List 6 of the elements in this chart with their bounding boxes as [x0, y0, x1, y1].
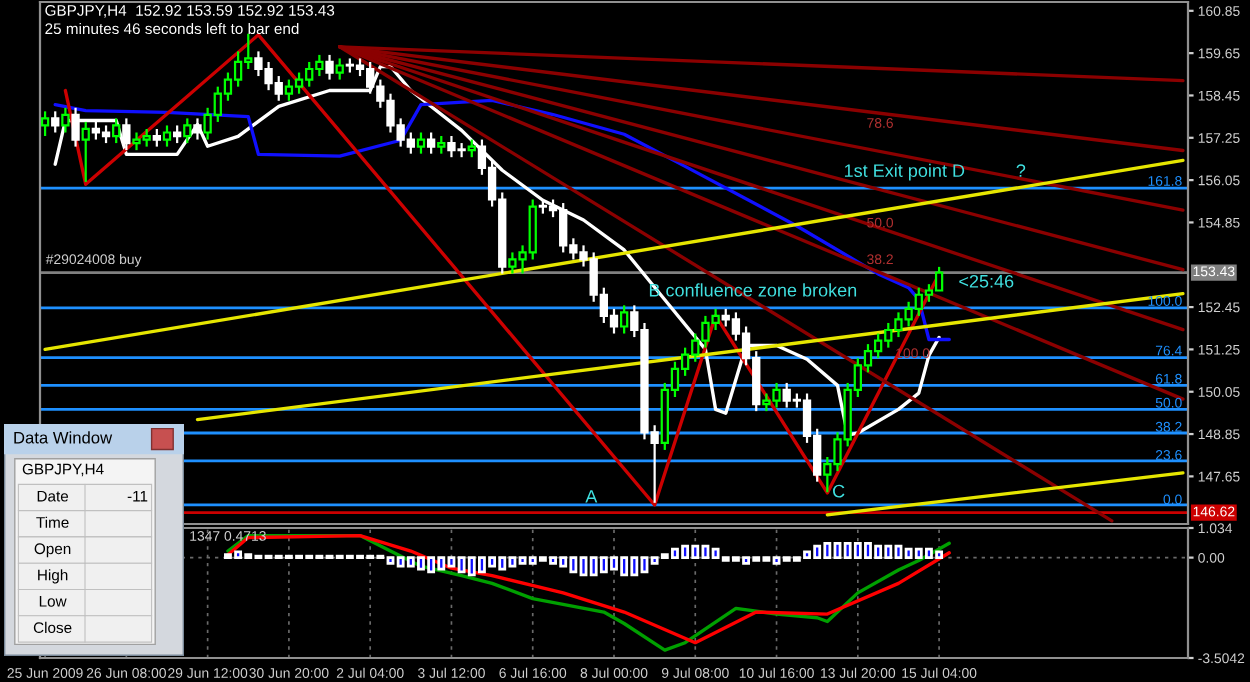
- annotation: <25:46: [959, 274, 1014, 288]
- text: Data Window: [14, 431, 113, 444]
- annotation: A: [585, 490, 598, 503]
- annotation: C: [833, 484, 845, 498]
- annotation: ?: [1016, 164, 1026, 177]
- annotation: 1st Exit point D: [844, 163, 965, 181]
